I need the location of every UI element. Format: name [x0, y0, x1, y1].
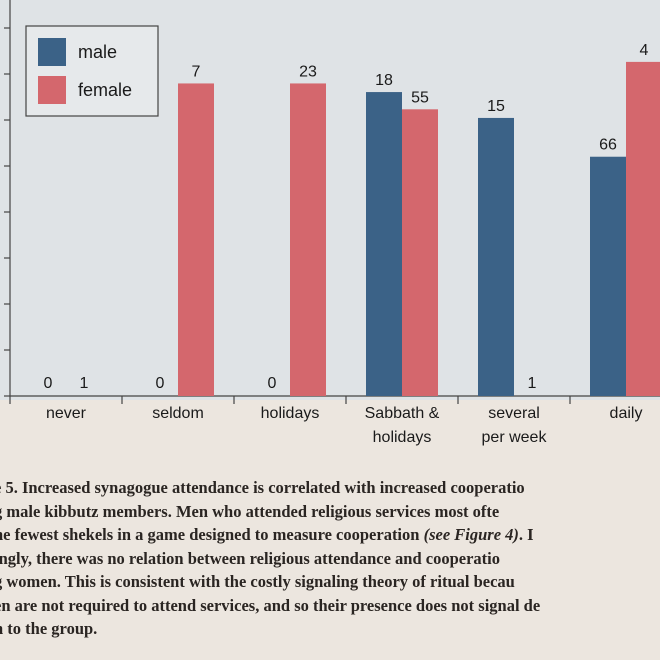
category-label-0: never [46, 405, 87, 422]
caption-line: e 5. Increased synagogue attendance is c… [0, 476, 660, 500]
category-label-3: holidays [373, 429, 432, 446]
category-label-4: several [488, 405, 540, 422]
figure-caption: e 5. Increased synagogue attendance is c… [0, 476, 660, 641]
caption-line: ingly, there was no relation between rel… [0, 547, 660, 571]
legend-label-male: male [78, 42, 117, 62]
legend-label-female: female [78, 80, 132, 100]
category-label-2: holidays [261, 405, 320, 422]
bar-male-4 [478, 117, 514, 396]
bar-male-5 [590, 156, 626, 396]
caption-text: (see Figure 4) [423, 525, 519, 544]
bar-female-3 [402, 109, 438, 397]
caption-line: g male kibbutz members. Men who attended… [0, 500, 660, 524]
category-label-1: seldom [152, 405, 204, 422]
bar-label-female-5: 4 [640, 42, 649, 59]
bar-male-3 [366, 92, 402, 397]
caption-text: n to the group. [0, 619, 98, 638]
bar-label-female-3: 55 [411, 89, 429, 106]
bar-label-female-1: 7 [192, 63, 201, 80]
caption-text: e 5. Increased synagogue attendance is c… [0, 478, 525, 497]
caption-text: en are not required to attend services, … [0, 595, 541, 615]
category-label-5: daily [610, 405, 643, 422]
caption-line: en are not required to attend services, … [0, 594, 660, 618]
caption-text: . I [518, 525, 534, 544]
caption-line: he fewest shekels in a game designed to … [0, 523, 660, 547]
legend-swatch-male [38, 38, 66, 66]
chart-panel: 0 1 never 0 7 seldom 0 23 holidays 18 55 Sabbath & h… [0, 0, 660, 446]
bar-label-female-0: 1 [80, 375, 89, 392]
bar-female-2 [290, 83, 326, 396]
bar-label-male-1: 0 [156, 375, 165, 392]
bar-label-female-2: 23 [299, 63, 317, 80]
bar-female-1 [178, 83, 214, 396]
bar-label-female-4: 1 [528, 375, 537, 392]
bar-label-male-5: 66 [599, 137, 617, 154]
category-label-3: Sabbath & [365, 405, 440, 422]
bar-chart: 0 1 never 0 7 seldom 0 23 holidays 18 55 Sabbath & h… [4, 0, 660, 446]
caption-text: g women. This is consistent with the cos… [0, 572, 515, 591]
caption-text: ingly, there was no relation between rel… [0, 548, 500, 568]
bar-female-5 [626, 61, 660, 397]
caption-text: g male kibbutz members. Men who attended… [0, 501, 500, 521]
bar-label-male-4: 15 [487, 98, 505, 115]
bar-label-male-0: 0 [44, 375, 53, 392]
legend-swatch-female [38, 76, 66, 104]
bar-label-male-2: 0 [268, 375, 277, 392]
caption-text: he fewest shekels in a game designed to … [0, 525, 424, 544]
caption-line: g women. This is consistent with the cos… [0, 570, 660, 594]
category-label-4: per week [482, 429, 548, 446]
bar-label-male-3: 18 [375, 72, 393, 89]
caption-line: n to the group. [0, 617, 660, 641]
